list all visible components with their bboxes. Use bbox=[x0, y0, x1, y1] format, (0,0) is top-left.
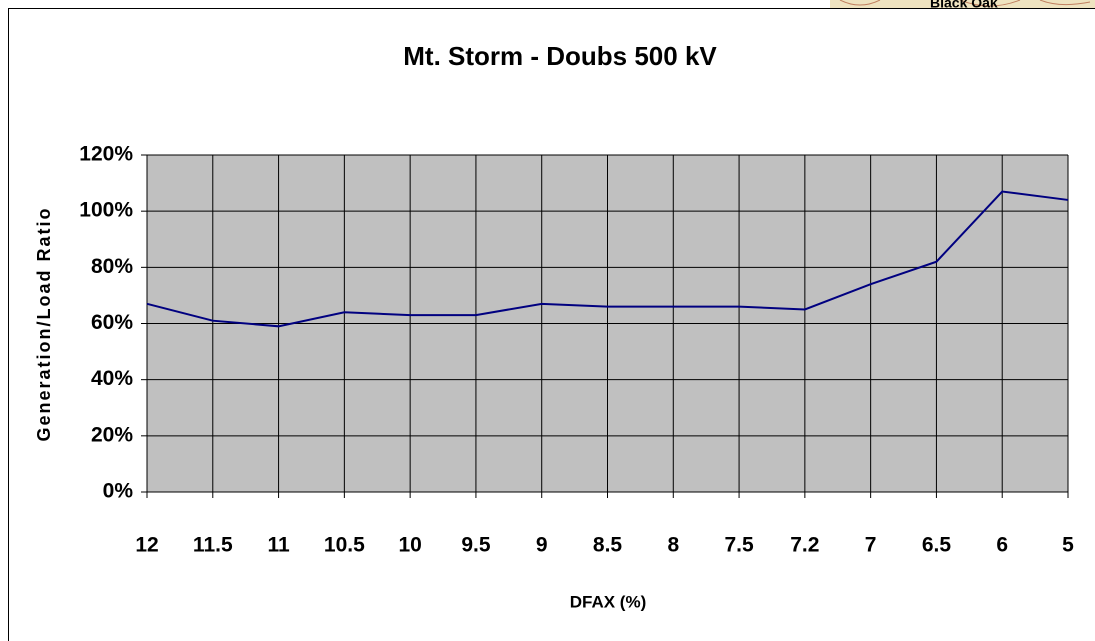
x-tick-label: 5 bbox=[1062, 534, 1074, 557]
x-tick-label: 11.5 bbox=[193, 534, 233, 557]
x-tick-label: 6 bbox=[996, 534, 1008, 557]
y-tick-label: 20% bbox=[91, 423, 133, 446]
x-tick-label: 9 bbox=[536, 534, 548, 557]
chart: Black Oak Mt. Storm - Doubs 500 kV DFAX … bbox=[0, 0, 1095, 641]
x-tick-label: 7.5 bbox=[724, 534, 754, 557]
y-tick-label: 40% bbox=[91, 367, 133, 390]
x-axis-title: DFAX (%) bbox=[570, 592, 647, 611]
x-tick-label: 8.5 bbox=[593, 534, 623, 557]
x-tick-label: 8 bbox=[667, 534, 679, 557]
y-tick-label: 80% bbox=[91, 255, 133, 278]
x-tick-label: 10.5 bbox=[324, 534, 365, 557]
x-tick-label: 7 bbox=[865, 534, 877, 557]
x-tick-label: 12 bbox=[135, 534, 158, 557]
y-tick-label: 0% bbox=[103, 480, 134, 503]
y-tick-label: 120% bbox=[79, 143, 133, 166]
x-tick-label: 9.5 bbox=[461, 534, 491, 557]
page: {"map_label": "Black Oak", "chart_data":… bbox=[0, 0, 1095, 641]
x-tick-label: 6.5 bbox=[922, 534, 952, 557]
y-axis-title: Generation/Load Ratio bbox=[34, 206, 54, 441]
x-tick-label: 7.2 bbox=[790, 534, 819, 557]
x-tick-label: 11 bbox=[267, 534, 290, 557]
y-tick-label: 60% bbox=[91, 311, 133, 334]
chart-title: Mt. Storm - Doubs 500 kV bbox=[403, 41, 717, 71]
x-tick-label: 10 bbox=[398, 534, 421, 557]
y-tick-label: 100% bbox=[79, 199, 133, 222]
